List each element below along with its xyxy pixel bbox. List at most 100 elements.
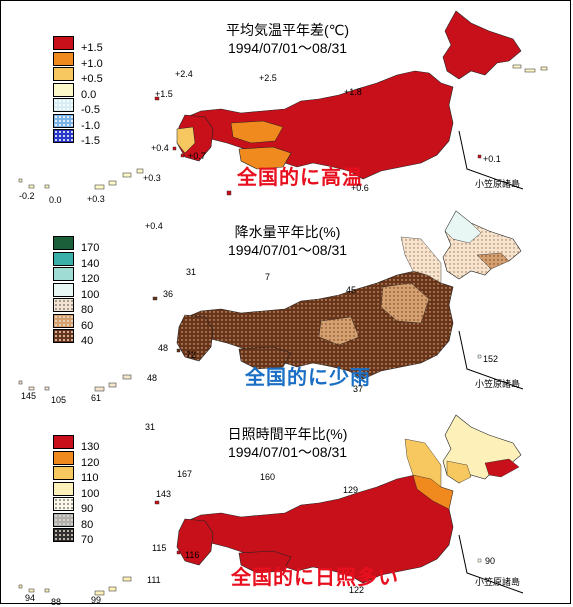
temperature-caption: 全国的に高温: [237, 167, 363, 189]
legend-label: 90: [81, 503, 94, 515]
station-label: 116: [185, 550, 200, 560]
station-label: 122: [349, 585, 365, 595]
kyushu: [176, 314, 214, 362]
temperature-period: 1994/07/01～08/31: [227, 40, 348, 56]
station-label: 111: [147, 575, 161, 585]
legend-swatch: [53, 113, 74, 128]
legend-swatch: [53, 82, 74, 97]
shikoku: [238, 346, 292, 370]
station-label: 94: [25, 593, 36, 603]
shikoku: [238, 146, 292, 170]
station-label: 48: [147, 373, 158, 383]
legend-swatch: [53, 298, 74, 312]
legend-label: 120: [81, 273, 100, 285]
nansei-islands: [18, 576, 132, 596]
legend-label: -1.5: [81, 135, 100, 147]
legend-label: 70: [81, 534, 94, 546]
station-label: 115: [152, 543, 167, 553]
nansei-islands: [18, 168, 144, 190]
ogasawara-label: 小笠原諸島: [475, 179, 521, 189]
station-label: 72: [186, 350, 197, 360]
precipitation-title: 降水量平年比(%): [234, 224, 341, 240]
legend-label: 60: [81, 319, 94, 332]
station-label: 61: [91, 393, 102, 403]
station-label: +0.4: [145, 221, 163, 231]
station-label: 48: [158, 343, 169, 353]
station-label: 31: [186, 267, 197, 277]
legend-label: 110: [81, 472, 99, 484]
sunshine-panel: 日照時間平年比(%) 1994/07/01～08/31 130 120 110 100…: [1, 405, 573, 607]
legend-swatch: [53, 129, 74, 143]
station-label: 31: [145, 422, 156, 432]
station-label: +1.8: [344, 87, 362, 97]
legend-label: 170: [81, 242, 100, 254]
legend-label: 100: [81, 487, 100, 500]
station-label: 37: [353, 384, 364, 394]
precipitation-caption: 全国的に少雨: [245, 367, 371, 389]
legend-label: +1.5: [81, 42, 103, 54]
legend-swatch: [53, 528, 74, 542]
temperature-title: 平均気温平年差(℃): [225, 22, 350, 38]
legend-swatch: [53, 450, 74, 465]
legend-swatch: [53, 36, 74, 50]
nansei-islands: [18, 374, 132, 392]
kyushu: [176, 518, 214, 566]
temperature-panel: 平均気温平年差(℃) 1994/07/01～08/31 +1.5 +1.0 +0.5…: [1, 1, 573, 205]
station-label: 90: [485, 556, 496, 566]
legend-swatch: [53, 435, 74, 449]
station-label: 45: [346, 285, 357, 295]
legend-label: 120: [81, 456, 100, 469]
station-label: 7: [265, 272, 271, 282]
sunshine-caption: 全国的に日照多い: [231, 567, 399, 589]
ogasawara-inset-frame: [458, 130, 524, 190]
ogasawara-label: 小笠原諸島: [475, 577, 521, 587]
kyushu-west: [176, 126, 196, 154]
station-label: 145: [21, 391, 37, 401]
legend-swatch: [53, 466, 74, 480]
sunshine-title: 日照時間平年比(%): [227, 426, 348, 442]
station-label: 143: [156, 489, 172, 499]
legend-label: +0.5: [81, 73, 103, 85]
station-label: 99: [91, 595, 102, 605]
precipitation-period: 1994/07/01～08/31: [227, 242, 348, 258]
station-label: 88: [51, 597, 62, 607]
legend-swatch: [53, 313, 74, 328]
legend-label: 80: [81, 518, 94, 531]
legend-label: 0.0: [81, 88, 97, 101]
station-label: +0.3: [143, 173, 161, 183]
legend-label: -1.0: [81, 119, 100, 132]
legend-label: +1.0: [81, 57, 103, 70]
station-label: 167: [177, 469, 193, 479]
sunshine-period: 1994/07/01～08/31: [227, 444, 348, 460]
legend-label: 80: [81, 304, 94, 316]
sunshine-map: [18, 414, 524, 596]
station-label: 0.0: [49, 195, 62, 205]
station-label: 152: [483, 354, 499, 364]
station-label: +2.5: [259, 73, 277, 83]
precipitation-map: [18, 210, 524, 392]
station-label: 105: [51, 395, 67, 405]
ogasawara-inset-frame: [458, 330, 524, 390]
honshu: [184, 70, 454, 180]
legend-label: -0.5: [81, 104, 100, 116]
station-label: +0.4: [151, 143, 169, 153]
station-label: 129: [343, 485, 359, 495]
station-label: -0.2: [19, 191, 35, 201]
legend-label: 140: [81, 257, 100, 270]
legend-swatch: [53, 267, 74, 281]
temperature-map: [18, 10, 548, 196]
legend-label: 100: [81, 288, 100, 301]
legend-swatch: [53, 282, 74, 297]
station-label: +0.3: [87, 194, 105, 204]
legend-swatch: [53, 51, 74, 66]
station-label: +0.1: [483, 154, 501, 164]
honshu: [184, 474, 454, 584]
station-label: +0.7: [188, 151, 206, 161]
legend-swatch: [53, 251, 74, 266]
chugoku-south: [230, 120, 284, 144]
ogasawara-inset-frame: [458, 534, 524, 594]
station-label: +2.4: [175, 69, 193, 79]
station-label: 160: [260, 472, 276, 482]
kuril-islands: [512, 64, 548, 73]
